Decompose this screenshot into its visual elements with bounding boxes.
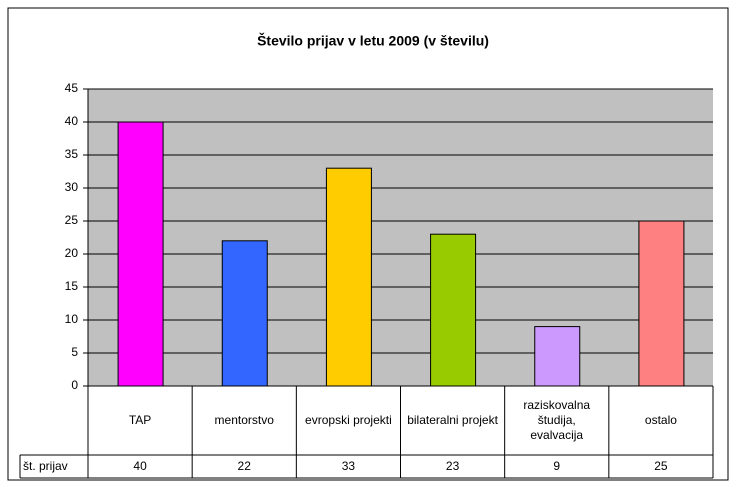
y-tick-label: 45 [65,81,79,95]
value-cell: 22 [237,459,251,473]
bar [638,220,685,387]
value-cell: 23 [445,459,460,473]
category-cell: mentorstvo [214,413,274,427]
y-tick-label: 30 [65,180,79,194]
y-tick-label: 20 [65,246,79,260]
bar [430,233,477,387]
chart-title: Število prijav v letu 2009 (v številu) [257,32,489,49]
y-tick-label: 10 [65,312,79,326]
category-cell: raziskovalna študija, evalvacija [523,398,591,442]
bar [117,121,164,387]
value-cell: 25 [654,459,668,473]
plot-area [88,89,713,386]
y-tick-label: 5 [71,345,78,359]
y-tick-label: 40 [65,114,79,128]
y-tick-label: 15 [65,279,79,293]
bar [534,326,581,387]
y-tick-label: 0 [71,378,78,392]
value-cell: 9 [553,459,561,473]
y-tick-label: 25 [65,213,79,227]
category-cell: TAP [128,413,152,427]
category-cell: ostalo [644,413,677,427]
bar [221,240,268,387]
category-cell: bilateralni projekt [407,413,498,427]
series-label: št. prijav [23,459,68,473]
bar [325,167,372,387]
value-cell: 40 [133,459,147,473]
category-cell: evropski projekti [305,413,392,427]
value-cell: 33 [341,459,356,473]
y-tick-label: 35 [65,147,79,161]
